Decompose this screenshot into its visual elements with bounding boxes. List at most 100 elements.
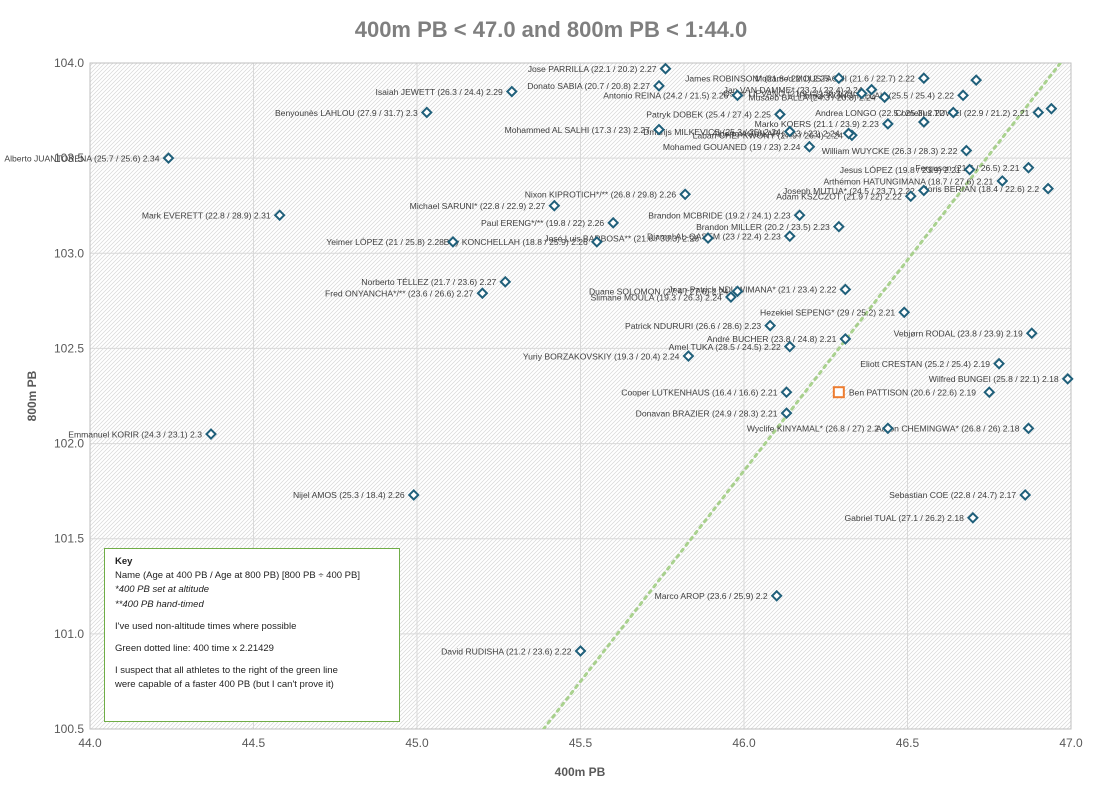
point-label: Arthémon HATUNGIMANA (18.7 / 27.6) 2.21 (823, 176, 993, 186)
x-tick-label: 46.5 (896, 736, 920, 750)
point-label: Mark EVERETT (22.8 / 28.9) 2.31 (142, 211, 271, 221)
point-label: Patryk DOBEK (25.4 / 27.4) 2.25 (646, 110, 771, 120)
point-label: Nijel AMOS (25.3 / 18.4) 2.26 (293, 490, 405, 500)
data-point (731, 285, 744, 298)
point-label: Cooper LUTKENHAUS (16.4 / 16.6) 2.21 (621, 387, 777, 397)
data-point (679, 188, 692, 201)
data-point (574, 645, 587, 657)
point-label: Donato SABIA (20.7 / 20.8) 2.27 (527, 81, 650, 91)
point-label: Emmanuel KORIR (24.3 / 23.1) 2.3 (68, 429, 202, 439)
point-label: Marko KOERS (21.1 / 23.9) 2.23 (755, 119, 879, 129)
data-point (898, 306, 911, 319)
point-label: Jan VAN DAMME* (23.2 / 22.4) 2.24 (724, 85, 863, 95)
data-point (960, 144, 973, 157)
data-point (725, 291, 737, 303)
point-label: Donavan BRAZIER (24.9 / 28.3) 2.21 (636, 408, 778, 418)
point-label: Aaron CHEMINGWA* (26.8 / 26) 2.18 (876, 424, 1020, 434)
data-point (1019, 489, 1032, 501)
point-label: Vebjørn RODAL (23.8 / 23.9) 2.19 (894, 329, 1023, 339)
legend-line: Name (Age at 400 PB / Age at 800 PB) [80… (115, 570, 360, 582)
point-label: Joseph MUTUA* (24.5 / 23.7) 2.22 (783, 186, 915, 196)
data-point (881, 117, 894, 130)
data-point (476, 287, 489, 300)
point-label: Jesus LÓPEZ (19.8 / 23.9) 2.21 (840, 165, 961, 175)
point-label: Marco AROP (23.6 / 25.9) 2.2 (655, 591, 768, 601)
data-point (653, 123, 665, 136)
point-label: Ben PATTISON (20.6 / 22.6) 2.19 (849, 387, 976, 397)
data-point (770, 589, 783, 602)
point-label: Amel TUKA (28.5 / 24.5) 2.22 (669, 342, 781, 352)
data-point (1032, 106, 1045, 119)
y-tick-label: 101.0 (54, 627, 84, 641)
highlight-point (832, 386, 845, 399)
data-point (1022, 422, 1035, 435)
point-label: Paul ERENG*/** (19.8 / 22) 2.26 (481, 218, 604, 228)
data-point (499, 275, 512, 288)
x-tick-label: 45.5 (569, 736, 593, 750)
point-label: Patrick NDURURI (26.6 / 28.6) 2.23 (625, 321, 761, 331)
point-label: Nixon KIPROTICH*/** (26.8 / 29.8) 2.26 (525, 190, 677, 200)
data-point (947, 106, 960, 119)
legend-spacer (115, 634, 389, 642)
data-point (917, 184, 930, 197)
y-tick-label: 103.0 (54, 246, 84, 260)
x-tick-label: 47.0 (1059, 736, 1083, 750)
point-label: Slimane MOULA (19.3 / 26.3) 2.24 (591, 292, 723, 302)
legend-line: I suspect that all athletes to the right… (115, 665, 338, 677)
point-label: Duane SOLOMON (27.4 / 27.6) 2.24 (589, 287, 729, 297)
point-label: Brandon MILLER (20.2 / 23.5) 2.23 (696, 222, 830, 232)
y-tick-label: 102.0 (54, 437, 84, 451)
legend-line: *400 PB set at altitude (115, 584, 210, 596)
point-label: Laban CHEPKWONY (27.9 / 26.4) 2.24 (693, 131, 844, 141)
data-point (653, 79, 665, 92)
point-label: Yeimer LÓPEZ (21 / 25.8) 2.28 (326, 237, 444, 247)
point-label: Billy KONCHELLAH (18.8 / 25.9) 2.26 (444, 237, 588, 247)
y-tick-label: 103.5 (54, 151, 84, 165)
data-point (780, 407, 793, 420)
y-tick-label: 102.5 (54, 341, 84, 355)
data-point (273, 209, 286, 222)
point-label: Hezekiel SEPENG* (29 / 25.2) 2.21 (760, 308, 895, 318)
data-point (970, 74, 983, 87)
data-point (420, 106, 433, 119)
y-axis-title: 800m PB (25, 370, 39, 421)
data-point (966, 511, 979, 524)
data-point (1042, 182, 1055, 195)
x-axis-title: 400m PB (555, 765, 606, 779)
legend-line: Green dotted line: 400 time x 2.21429 (115, 643, 274, 655)
point-label: Norberto TÉLLEZ (21.7 / 23.6) 2.27 (361, 277, 496, 287)
y-tick-label: 101.5 (54, 532, 84, 546)
plot-border (89, 62, 1072, 730)
data-point (1045, 102, 1058, 115)
data-point (983, 386, 996, 399)
data-point (839, 283, 852, 296)
data-point (842, 127, 855, 140)
data-point (793, 209, 806, 222)
data-point (731, 89, 744, 102)
point-label: David RUDISHA (21.2 / 23.6) 2.22 (441, 646, 572, 656)
point-label: Jose PARRILLA (22.1 / 20.2) 2.27 (528, 64, 657, 74)
data-point (659, 62, 672, 75)
data-point (803, 140, 816, 153)
data-point (607, 216, 620, 229)
point-label: Fred ONYANCHA*/** (23.6 / 26.6) 2.27 (325, 289, 474, 299)
point-labels: Jose PARRILLA (22.1 / 20.2) 2.27 James RO… (4, 64, 1059, 656)
data-point (548, 199, 561, 212)
axis-labels: 44.0 44.5 45.0 45.5 46.0 46.5 47.0 100.5 101.0 10… (54, 56, 1083, 750)
point-label: Eliott CRESTAN (25.2 / 25.4) 2.19 (860, 359, 990, 369)
point-label: Wyclife KINYAMAL* (26.8 / 27) 2.2 (747, 424, 879, 434)
x-tick-label: 44.0 (78, 736, 102, 750)
data-point (590, 235, 603, 248)
point-label: Sebastian COE (22.8 / 24.7) 2.17 (889, 490, 1016, 500)
point-label: Benyounès LAHLOU (27.9 / 31.7) 2.3 (275, 108, 418, 118)
data-point (205, 428, 217, 440)
point-label: Alberto JUANTORENA (25.7 / 25.6) 2.34 (4, 153, 159, 163)
point-label: Gabriel TUAL (27.1 / 26.2) 2.18 (844, 513, 964, 523)
data-point (855, 87, 868, 100)
data-points (162, 62, 1074, 657)
point-label: Cornelius TUWEI (22.9 / 21.2) 2.21 (895, 108, 1029, 118)
data-point (832, 72, 845, 85)
data-point (832, 220, 845, 233)
point-label: Isaiah JEWETT (26.3 / 24.4) 2.29 (375, 87, 503, 97)
data-point (1025, 327, 1038, 340)
